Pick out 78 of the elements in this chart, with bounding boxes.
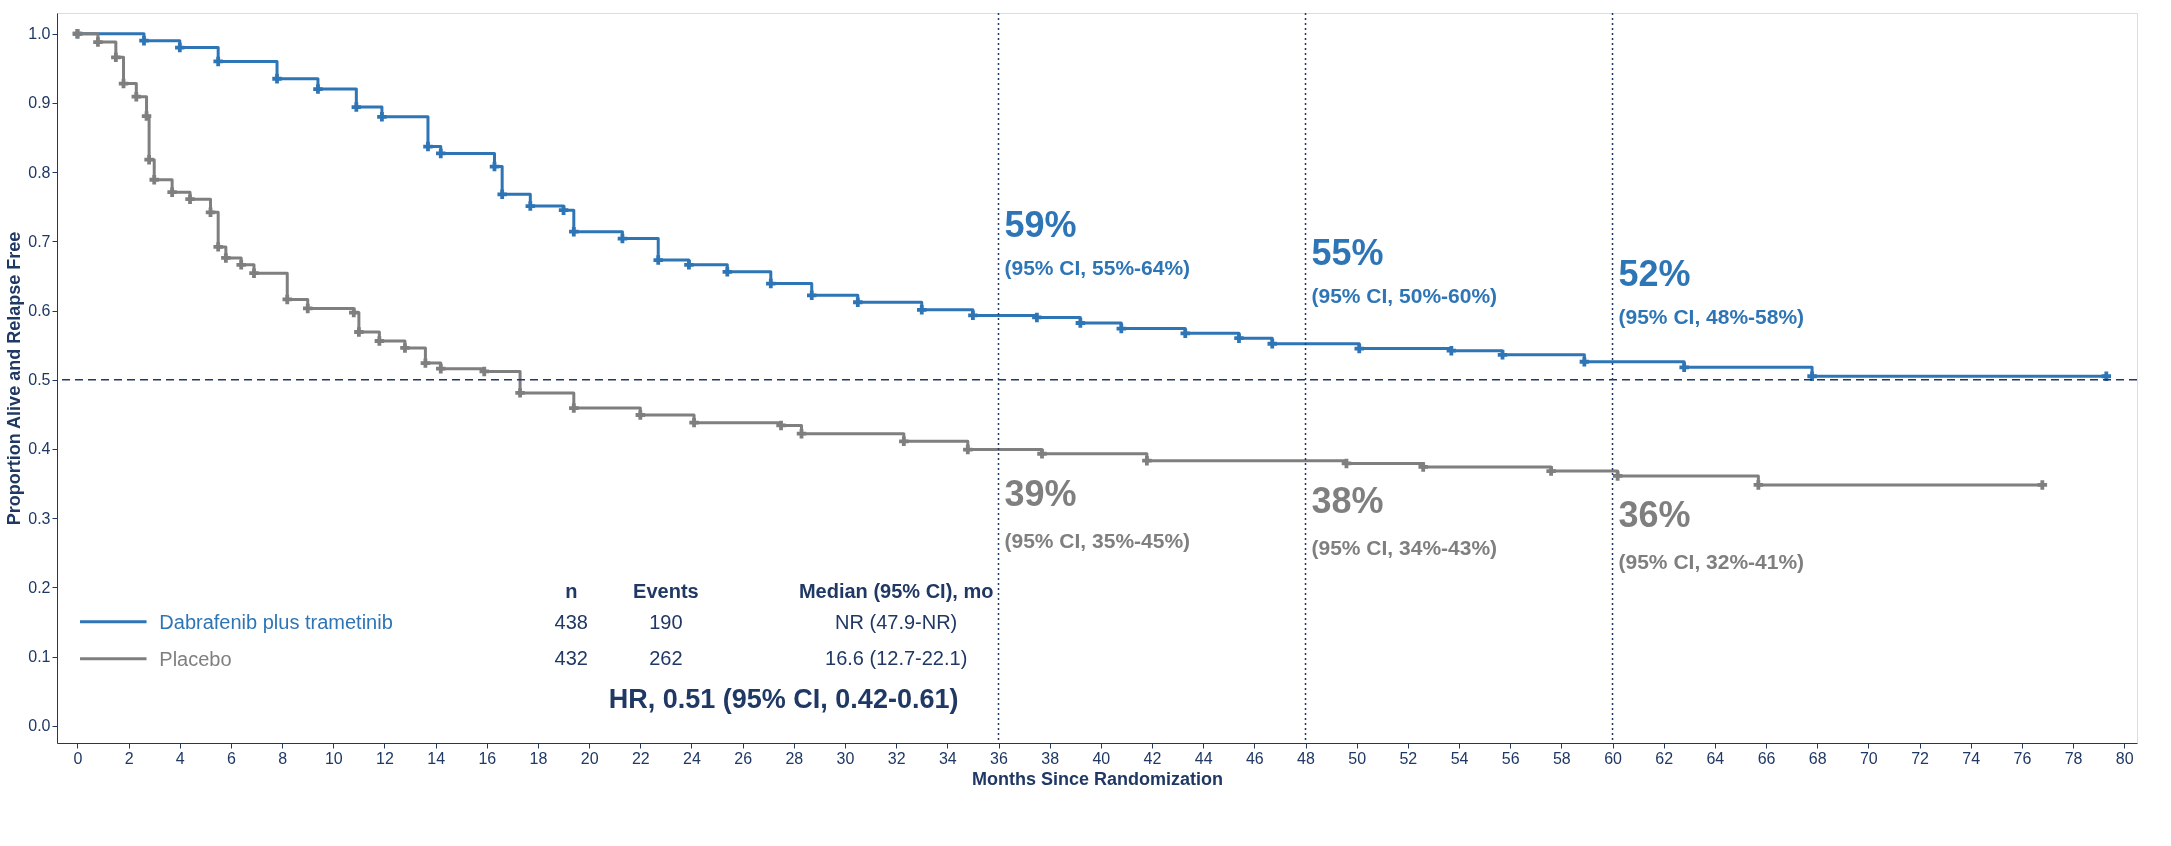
x-tick-label: 68 [1808,749,1827,767]
annotation: 16.6 (12.7-22.1) [825,646,968,669]
x-tick-label: 72 [1911,749,1930,767]
x-tick-label: 6 [227,749,237,767]
x-tick-label: 20 [580,749,599,767]
annotation: 36% [1618,493,1691,535]
annotation: 59% [1004,204,1077,246]
x-tick-label: 34 [938,749,957,767]
x-tick-label: 32 [887,749,906,767]
x-tick-label: 66 [1757,749,1776,767]
x-tick-label: 30 [836,749,855,767]
y-tick-label: 0.1 [28,648,51,666]
annotation: Events [633,579,699,602]
x-tick-label: 80 [2115,749,2134,767]
x-tick-label: 18 [529,749,548,767]
y-tick-label: 0.4 [28,440,51,458]
annotation: (95% CI, 50%-60%) [1311,284,1498,308]
x-tick-label: 28 [785,749,804,767]
x-tick-label: 0 [73,749,83,767]
annotation: (95% CI, 32%-41%) [1618,549,1805,573]
x-tick-label: 24 [683,749,701,767]
x-tick-label: 70 [1859,749,1878,767]
x-tick-label: 2 [124,749,134,767]
legend-label: Dabrafenib plus trametinib [159,610,393,633]
x-tick-label: 78 [2064,749,2083,767]
x-tick-label: 46 [1245,749,1264,767]
annotation: 190 [649,610,683,633]
x-tick-label: 60 [1604,749,1623,767]
x-tick-label: 74 [1962,749,1981,767]
y-tick-label: 0.9 [28,94,51,112]
x-tick-label: 56 [1501,749,1520,767]
x-tick-label: 10 [324,749,343,767]
annotation: (95% CI, 35%-45%) [1004,528,1191,552]
x-tick-label: 38 [1041,749,1060,767]
annotation: NR (47.9-NR) [835,610,958,633]
x-tick-label: 8 [278,749,288,767]
x-tick-label: 22 [631,749,650,767]
annotation: 438 [554,610,588,633]
y-tick-label: 0.6 [28,302,51,320]
legend-label: Placebo [159,647,232,670]
annotation: 39% [1004,472,1077,514]
annotation: 38% [1311,479,1384,521]
x-tick-label: 36 [990,749,1008,767]
annotation: 55% [1311,232,1384,274]
annotation: 262 [649,646,683,669]
y-tick-label: 0.7 [28,232,51,250]
y-tick-label: 0.8 [28,163,51,181]
annotation: 52% [1618,252,1691,294]
x-tick-label: 44 [1194,749,1213,767]
y-tick-label: 1.0 [28,25,51,43]
annotation: (95% CI, 34%-43%) [1311,535,1498,559]
x-tick-label: 76 [2013,749,2032,767]
x-tick-label: 26 [734,749,753,767]
x-tick-label: 4 [175,749,185,767]
annotation: 432 [554,646,588,669]
y-axis-title: Proportion Alive and Relapse Free [4,231,25,526]
y-tick-label: 0.0 [28,717,51,735]
x-tick-label: 12 [376,749,394,767]
y-tick-label: 0.2 [28,578,51,596]
x-tick-label: 40 [1092,749,1111,767]
x-axis-title: Months Since Randomization [971,768,1224,789]
x-tick-label: 42 [1143,749,1162,767]
x-tick-label: 16 [478,749,497,767]
x-tick-label: 14 [427,749,446,767]
annotation: n [565,579,578,602]
annotation: HR, 0.51 (95% CI, 0.42-0.61) [608,684,959,715]
y-tick-label: 0.5 [28,371,51,389]
x-tick-label: 52 [1399,749,1418,767]
x-tick-label: 50 [1348,749,1367,767]
annotation: Median (95% CI), mo [798,579,994,602]
x-tick-label: 58 [1552,749,1571,767]
y-tick-label: 0.3 [28,509,51,527]
x-tick-label: 48 [1297,749,1316,767]
x-tick-label: 64 [1706,749,1725,767]
x-tick-label: 54 [1450,749,1469,767]
annotation: (95% CI, 48%-58%) [1618,304,1805,328]
x-tick-label: 62 [1655,749,1674,767]
annotation: (95% CI, 55%-64%) [1004,256,1191,280]
